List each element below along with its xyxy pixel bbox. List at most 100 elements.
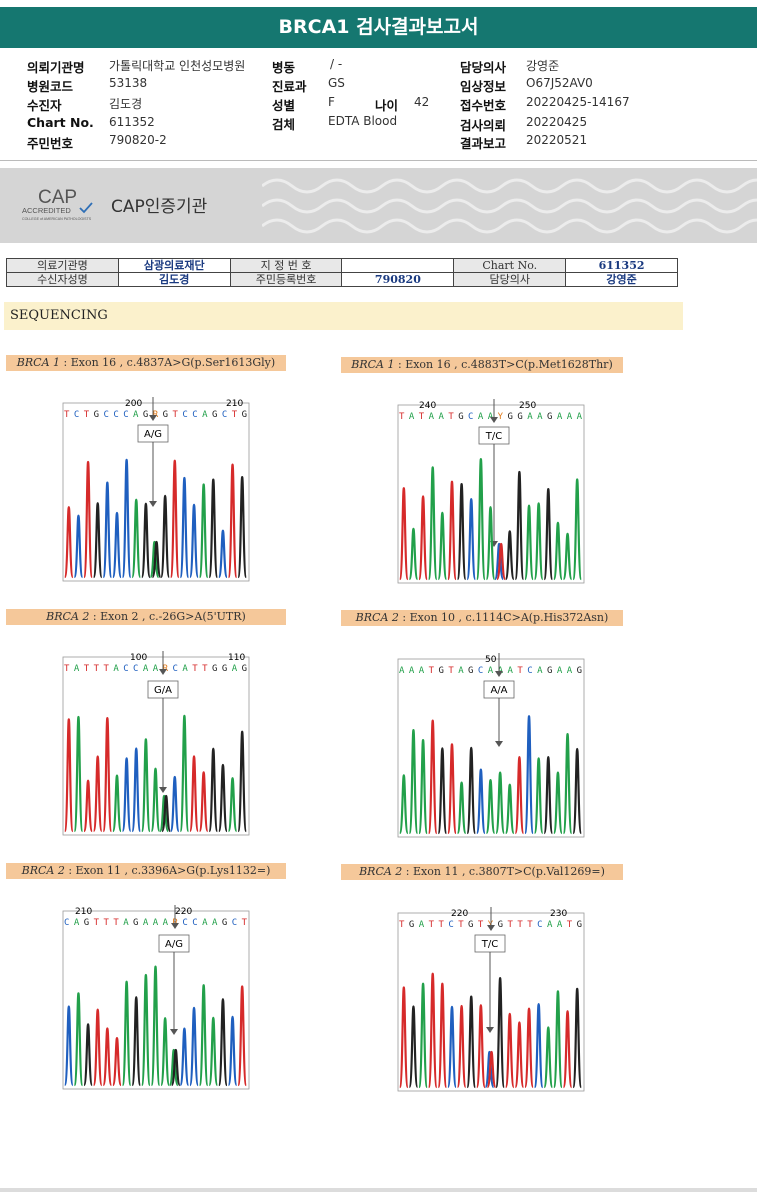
trace-peak — [572, 747, 583, 835]
position-label: 250 — [519, 401, 536, 411]
trace-peak — [456, 482, 467, 581]
trace-peak — [92, 502, 103, 579]
chromatogram: 50 AAATGTAGCAAATCAGAAG A/A — [397, 653, 585, 838]
trace-peak — [552, 771, 564, 835]
gene-name: BRCA 2 — [359, 865, 403, 878]
footer-line — [0, 1188, 757, 1192]
position-label: 200 — [125, 399, 142, 409]
trace-peak — [475, 1004, 487, 1089]
lab-cell: 의료기관명 — [6, 258, 119, 273]
variant-desc: : Exon 16 , c.4837A>G(p.Ser1613Gly) — [60, 356, 276, 369]
lab-cell: 지 정 번 호 — [229, 258, 343, 273]
institution-label: 의뢰기관명 — [27, 60, 85, 75]
position-label: 240 — [419, 401, 436, 411]
trace-peak — [121, 757, 132, 833]
trace-peak — [504, 530, 515, 581]
cap-college: COLLEGE of AMERICAN PATHOLOGISTS — [22, 217, 92, 221]
report-title: BRCA1 검사결과보고서 — [0, 7, 757, 48]
trace-peak — [494, 771, 506, 835]
trace-peak — [427, 972, 438, 1089]
position-label: 220 — [175, 907, 192, 917]
trace-peak — [398, 487, 409, 581]
trace-peak — [82, 779, 94, 833]
lab-cell: 김도경 — [117, 272, 231, 287]
trace-peak — [398, 774, 409, 835]
trace-peak — [227, 1015, 238, 1087]
chromatogram: 210 220 CAGTTTAGAAARCCAAGCT A/G — [62, 905, 250, 1090]
doctor-value: 강영준 — [526, 59, 560, 73]
trace-peak — [188, 755, 200, 833]
trace-peak — [188, 1006, 200, 1087]
trace-peak — [552, 990, 564, 1089]
trace-peak — [159, 494, 171, 579]
receipt-label: 접수번호 — [460, 98, 507, 113]
trace-peak — [408, 1005, 419, 1089]
trace-peak — [237, 985, 248, 1087]
lab-cell: 삼광의료재단 — [117, 258, 231, 273]
position-label: 220 — [451, 909, 468, 919]
header-divider — [0, 160, 757, 161]
sequence-text: TATAATGCAAYGGAAGAAA — [399, 412, 583, 422]
lab-cell: 담당의사 — [453, 272, 567, 287]
ward-label: 병동 — [272, 60, 296, 75]
rrn-value: 790820-2 — [109, 133, 167, 147]
trace-peak — [217, 529, 229, 579]
chromatogram: 220 230 TGATTCTGTYGTTTCAATG T/C — [397, 907, 585, 1092]
clinical-label: 임상정보 — [460, 79, 507, 94]
trace-peak — [169, 459, 180, 579]
trace-peak — [151, 540, 162, 579]
trace-peak — [121, 980, 132, 1087]
variant-desc: : Exon 10 , c.1114C>A(p.His372Asn) — [398, 611, 609, 624]
position-label: 100 — [130, 653, 147, 663]
gene-name: BRCA 2 — [355, 611, 399, 624]
trace-peak — [398, 986, 409, 1089]
variant-label: BRCA 2 : Exon 11 , c.3396A>G(p.Lys1132=) — [6, 863, 286, 879]
ward-value: / - — [330, 57, 343, 71]
request-date: 20220425 — [526, 115, 588, 129]
variant-label: BRCA 2 : Exon 10 , c.1114C>A(p.His372Asn… — [341, 610, 623, 626]
variant-desc: : Exon 11 , c.3396A>G(p.Lys1132=) — [64, 864, 271, 877]
trace-peak — [140, 738, 152, 833]
trace-peak — [456, 1004, 467, 1089]
trace-peak — [504, 783, 515, 835]
genotype-call: A/A — [490, 685, 507, 696]
trace-peak — [485, 779, 496, 835]
trace-peak — [217, 763, 229, 833]
section-title: SEQUENCING — [4, 302, 683, 330]
lab-cell — [341, 258, 455, 273]
specimen-label: 검체 — [272, 117, 296, 132]
cap-accredited: ACCREDITED — [22, 206, 71, 215]
gene-name: BRCA 1 — [16, 356, 61, 369]
traces — [398, 972, 583, 1089]
trace-peak — [198, 771, 209, 833]
lab-cell: 수신자성명 — [6, 272, 119, 287]
trace-peak — [179, 476, 190, 579]
dept-value: GS — [328, 76, 345, 90]
lab-cell: 611352 — [565, 258, 678, 273]
recipient-value: 김도경 — [109, 97, 143, 111]
trace-peak — [237, 730, 248, 833]
gene-name: BRCA 1 — [351, 358, 395, 371]
trace-peak — [466, 746, 477, 835]
trace-peak — [552, 521, 564, 581]
trace-peak — [73, 715, 84, 833]
clinical-value: O67J52AV0 — [526, 76, 593, 90]
trace-peak — [437, 511, 448, 581]
trace-peak — [562, 532, 573, 581]
trace-peak — [102, 1027, 113, 1087]
position-label: 230 — [550, 909, 567, 919]
specimen-value: EDTA Blood — [328, 114, 398, 128]
trace-peak — [523, 1007, 535, 1089]
sex-label: 성별 — [272, 98, 296, 113]
lab-cell: 790820 — [341, 272, 455, 287]
institution-value: 가톨릭대학교 인천성모병원 — [109, 59, 246, 73]
traces — [63, 965, 248, 1087]
trace-peak — [417, 982, 429, 1089]
sex-value: F — [328, 95, 335, 109]
position-label: 210 — [226, 399, 243, 409]
age-value: 42 — [414, 95, 430, 109]
trace-peak — [227, 777, 238, 833]
variant-desc: : Exon 16 , c.4883T>C(p.Met1628Thr) — [394, 358, 613, 371]
request-label: 검사의뢰 — [460, 118, 507, 133]
trace-peak — [543, 488, 554, 581]
